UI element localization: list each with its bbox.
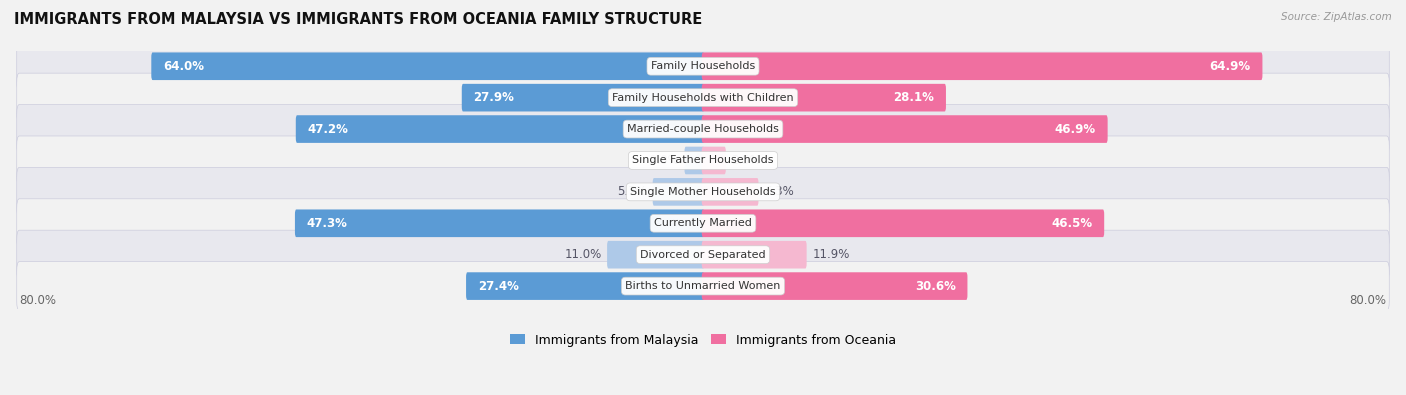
FancyBboxPatch shape [702,178,758,206]
Text: Divorced or Separated: Divorced or Separated [640,250,766,260]
Text: 11.0%: 11.0% [564,248,602,261]
Text: 80.0%: 80.0% [20,293,56,307]
FancyBboxPatch shape [461,84,704,111]
FancyBboxPatch shape [702,84,946,111]
Text: 30.6%: 30.6% [915,280,956,293]
FancyBboxPatch shape [17,42,1389,91]
Text: 2.0%: 2.0% [650,154,679,167]
FancyBboxPatch shape [702,53,1263,80]
FancyBboxPatch shape [702,209,1104,237]
FancyBboxPatch shape [702,241,807,269]
Text: 6.3%: 6.3% [763,185,794,198]
Text: IMMIGRANTS FROM MALAYSIA VS IMMIGRANTS FROM OCEANIA FAMILY STRUCTURE: IMMIGRANTS FROM MALAYSIA VS IMMIGRANTS F… [14,12,703,27]
Text: 46.9%: 46.9% [1054,122,1097,135]
FancyBboxPatch shape [607,241,704,269]
Text: 2.5%: 2.5% [731,154,761,167]
Text: 47.2%: 47.2% [308,122,349,135]
FancyBboxPatch shape [17,73,1389,122]
FancyBboxPatch shape [702,115,1108,143]
Text: 5.7%: 5.7% [617,185,647,198]
Text: 47.3%: 47.3% [307,217,347,230]
FancyBboxPatch shape [685,147,704,174]
FancyBboxPatch shape [702,147,725,174]
Legend: Immigrants from Malaysia, Immigrants from Oceania: Immigrants from Malaysia, Immigrants fro… [505,329,901,352]
Text: 46.5%: 46.5% [1052,217,1092,230]
Text: Single Father Households: Single Father Households [633,156,773,166]
FancyBboxPatch shape [17,230,1389,279]
Text: Source: ZipAtlas.com: Source: ZipAtlas.com [1281,12,1392,22]
FancyBboxPatch shape [17,136,1389,185]
FancyBboxPatch shape [652,178,704,206]
FancyBboxPatch shape [465,272,704,300]
FancyBboxPatch shape [295,115,704,143]
Text: 11.9%: 11.9% [813,248,849,261]
FancyBboxPatch shape [17,199,1389,248]
Text: 64.9%: 64.9% [1209,60,1251,73]
Text: Currently Married: Currently Married [654,218,752,228]
FancyBboxPatch shape [295,209,704,237]
Text: Family Households: Family Households [651,61,755,71]
FancyBboxPatch shape [17,105,1389,154]
FancyBboxPatch shape [17,167,1389,216]
Text: Single Mother Households: Single Mother Households [630,187,776,197]
Text: 80.0%: 80.0% [1350,293,1386,307]
Text: 28.1%: 28.1% [893,91,935,104]
FancyBboxPatch shape [17,261,1389,310]
Text: Births to Unmarried Women: Births to Unmarried Women [626,281,780,291]
Text: Family Households with Children: Family Households with Children [612,93,794,103]
Text: 27.4%: 27.4% [478,280,519,293]
Text: 64.0%: 64.0% [163,60,204,73]
Text: 27.9%: 27.9% [474,91,515,104]
FancyBboxPatch shape [702,272,967,300]
Text: Married-couple Households: Married-couple Households [627,124,779,134]
FancyBboxPatch shape [152,53,704,80]
